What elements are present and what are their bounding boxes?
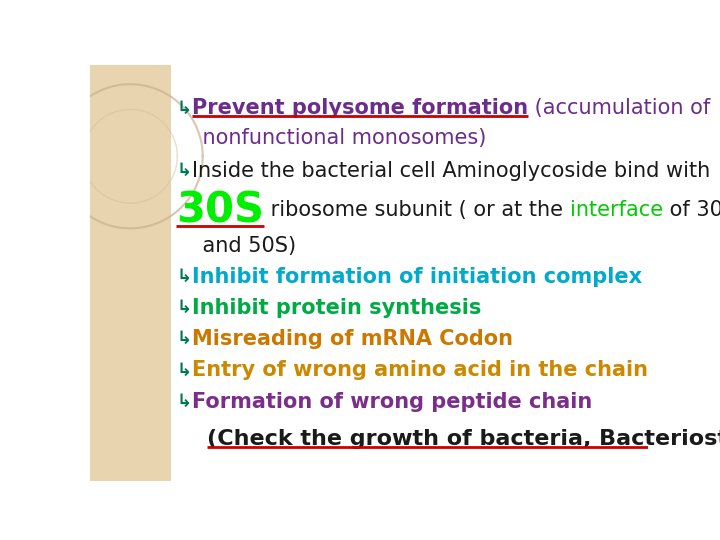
Text: interface: interface xyxy=(570,200,663,220)
Text: ↳: ↳ xyxy=(176,361,192,380)
Text: Prevent polysome formation: Prevent polysome formation xyxy=(192,98,528,118)
Text: Entry of wrong amino acid in the chain: Entry of wrong amino acid in the chain xyxy=(192,360,647,380)
Text: of 30S: of 30S xyxy=(663,200,720,220)
Text: ↳: ↳ xyxy=(176,268,192,286)
Text: ↳: ↳ xyxy=(176,299,192,317)
Text: ribosome subunit ( or at the: ribosome subunit ( or at the xyxy=(264,200,570,220)
FancyBboxPatch shape xyxy=(90,65,171,481)
Text: Inhibit formation of initiation complex: Inhibit formation of initiation complex xyxy=(192,267,642,287)
Text: Inside the bacterial cell Aminoglycoside bind with: Inside the bacterial cell Aminoglycoside… xyxy=(192,161,710,181)
Text: and 50S): and 50S) xyxy=(176,235,297,255)
Text: ↳: ↳ xyxy=(176,162,192,180)
Text: Inhibit protein synthesis: Inhibit protein synthesis xyxy=(192,298,481,318)
Text: (Check the growth of bacteria, Bacteriostatic): (Check the growth of bacteria, Bacterios… xyxy=(176,429,720,449)
Text: ↳: ↳ xyxy=(176,99,192,118)
Text: Formation of wrong peptide chain: Formation of wrong peptide chain xyxy=(192,392,592,411)
Text: 30S: 30S xyxy=(176,190,264,231)
Text: nonfunctional monosomes): nonfunctional monosomes) xyxy=(176,127,487,147)
Text: ↳: ↳ xyxy=(176,330,192,348)
Text: ↳: ↳ xyxy=(176,393,192,410)
Text: Misreading of mRNA Codon: Misreading of mRNA Codon xyxy=(192,329,513,349)
Text: (accumulation of: (accumulation of xyxy=(528,98,710,118)
